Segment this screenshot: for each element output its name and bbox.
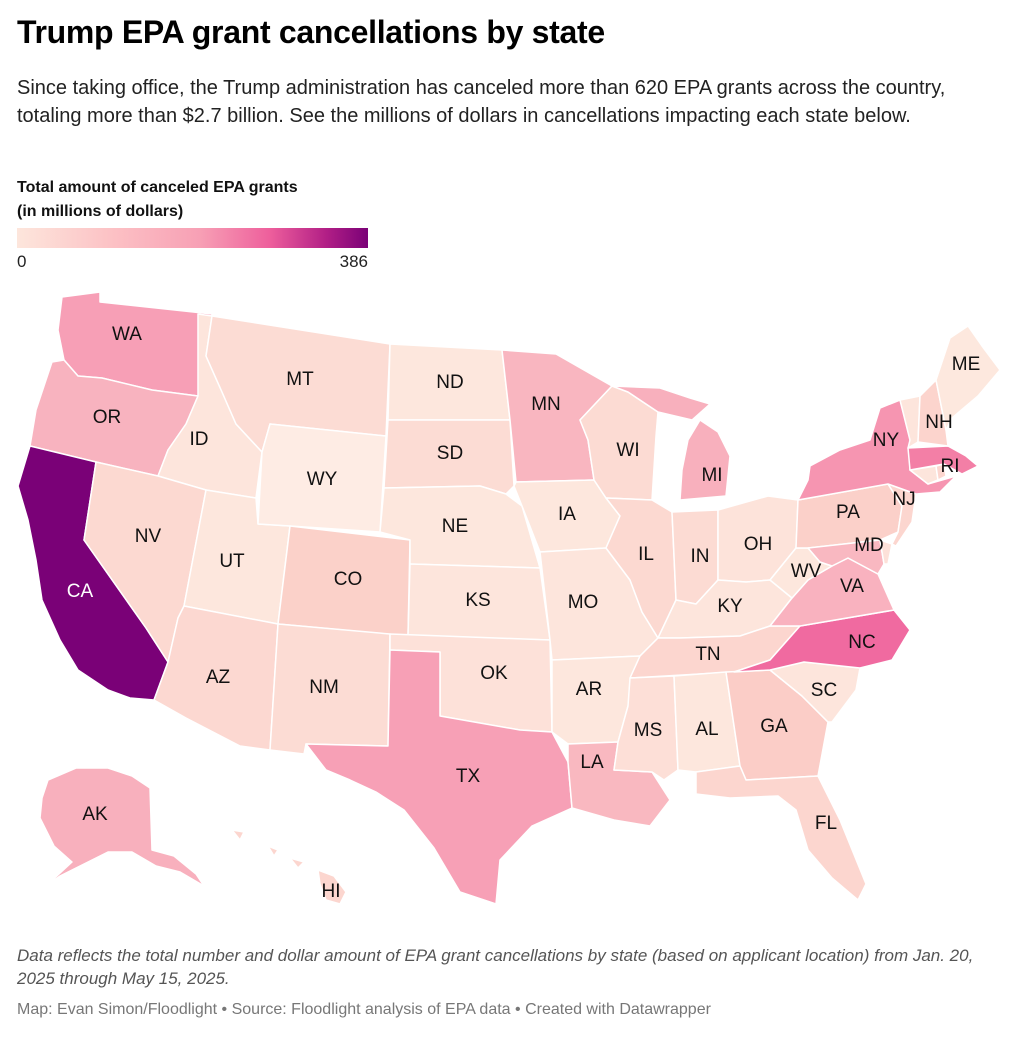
credit-line: Map: Evan Simon/Floodlight • Source: Flo… xyxy=(17,1001,711,1018)
state-label-wv: WV xyxy=(791,561,822,582)
state-label-ky: KY xyxy=(717,596,743,617)
state-label-nj: NJ xyxy=(892,489,915,510)
state-label-id: ID xyxy=(190,429,209,450)
state-label-ms: MS xyxy=(634,720,663,741)
state-label-il: IL xyxy=(638,544,654,565)
state-label-fl: FL xyxy=(815,813,837,834)
legend-title-line2: (in millions of dollars) xyxy=(17,203,184,220)
state-mi[interactable] xyxy=(611,385,731,501)
state-label-nv: NV xyxy=(135,526,162,547)
legend-color-scale xyxy=(17,228,368,248)
state-label-ga: GA xyxy=(760,716,788,737)
state-label-md: MD xyxy=(854,535,884,556)
state-label-ut: UT xyxy=(219,551,245,572)
us-map: WA OR CA ID NV UT AZ MT WY CO NM ND SD NE KS OK TX MN IA MO… xyxy=(17,291,1001,905)
state-label-me: ME xyxy=(952,354,981,375)
chart-subtitle: Since taking office, the Trump administr… xyxy=(17,77,946,127)
state-label-al: AL xyxy=(695,719,718,740)
footnote: Data reflects the total number and dolla… xyxy=(17,946,974,988)
state-label-pa: PA xyxy=(836,502,860,523)
state-label-mt: MT xyxy=(286,369,314,390)
state-label-ne: NE xyxy=(442,516,468,537)
chart-title: Trump EPA grant cancellations by state xyxy=(17,14,605,50)
legend-title-line1: Total amount of canceled EPA grants xyxy=(17,179,298,196)
state-label-nh: NH xyxy=(925,412,952,433)
state-label-oh: OH xyxy=(744,534,773,555)
state-label-ok: OK xyxy=(480,663,508,684)
state-nh[interactable] xyxy=(917,379,949,447)
state-label-nc: NC xyxy=(848,632,875,653)
state-label-ri: RI xyxy=(941,456,960,477)
state-de[interactable] xyxy=(879,539,893,565)
state-label-sd: SD xyxy=(437,443,463,464)
state-label-la: LA xyxy=(580,752,604,773)
state-label-sc: SC xyxy=(811,680,837,701)
state-label-in: IN xyxy=(691,546,710,567)
state-label-ks: KS xyxy=(465,590,490,611)
state-label-tn: TN xyxy=(695,644,720,665)
state-label-tx: TX xyxy=(456,766,481,787)
legend-min-label: 0 xyxy=(17,252,27,271)
state-fl[interactable] xyxy=(695,765,867,901)
state-nj[interactable] xyxy=(887,483,917,547)
state-label-wa: WA xyxy=(112,324,142,345)
state-il[interactable] xyxy=(605,497,677,639)
state-vt[interactable] xyxy=(899,395,921,449)
state-label-wy: WY xyxy=(307,469,338,490)
state-label-ia: IA xyxy=(558,504,576,525)
state-label-ny: NY xyxy=(873,430,900,451)
legend-title: Total amount of canceled EPA grants (in … xyxy=(17,176,298,224)
state-label-mn: MN xyxy=(531,394,561,415)
state-label-wi: WI xyxy=(616,440,639,461)
legend-max-label: 386 xyxy=(339,252,368,271)
state-me[interactable] xyxy=(935,325,1001,431)
state-label-hi: HI xyxy=(322,881,341,902)
state-label-az: AZ xyxy=(206,667,231,688)
state-label-mi: MI xyxy=(701,465,722,486)
state-label-mo: MO xyxy=(568,592,599,613)
state-label-va: VA xyxy=(840,576,864,597)
state-label-co: CO xyxy=(334,569,363,590)
state-hi[interactable] xyxy=(231,829,347,905)
state-label-ar: AR xyxy=(576,679,602,700)
state-tx[interactable] xyxy=(305,649,573,905)
state-label-nd: ND xyxy=(436,372,463,393)
state-label-ca: CA xyxy=(67,581,94,602)
state-label-or: OR xyxy=(93,407,122,428)
state-ak[interactable] xyxy=(39,767,205,887)
state-ma[interactable] xyxy=(907,445,979,475)
state-label-nm: NM xyxy=(309,677,339,698)
state-label-ak: AK xyxy=(82,804,108,825)
